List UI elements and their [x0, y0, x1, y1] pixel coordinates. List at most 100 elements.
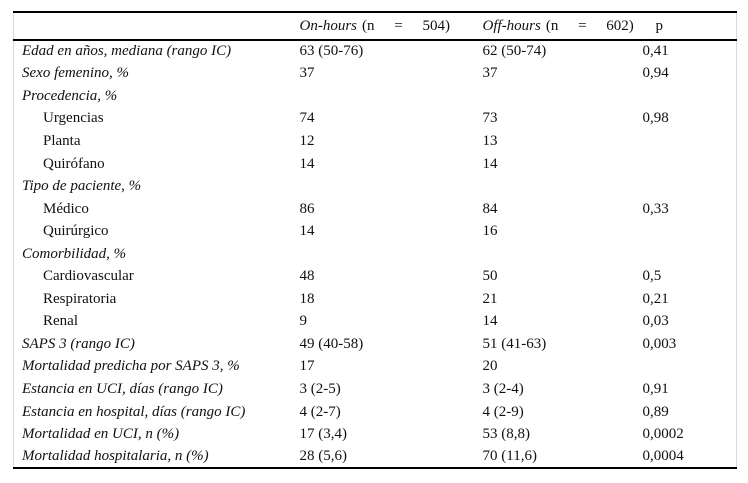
row-label: Quirófano [43, 155, 105, 172]
comparison-table: On-hours (n = 504) Off-hours (n = 602) p E… [13, 11, 737, 470]
on-hours-value: 18 [299, 290, 315, 307]
off-hours-value: 14 [482, 313, 498, 330]
on-hours-value: 17 (3,4) [299, 426, 348, 443]
off-hours-value: 53 (8,8) [482, 426, 531, 443]
p-value [641, 356, 737, 379]
row-label: Urgencias [43, 110, 104, 127]
table-row: Quirófano 14 14 [14, 153, 737, 176]
on-hours-value: 12 [299, 132, 315, 149]
off-hours-value [481, 85, 641, 108]
off-hours-value: 21 [482, 290, 498, 307]
row-label: Respiratoria [43, 290, 117, 307]
row-label: Mortalidad en UCI, n (%) [22, 426, 180, 443]
p-value [641, 243, 737, 266]
header-row: On-hours (n = 504) Off-hours (n = 602) p [13, 12, 737, 41]
on-hours-value: 74 [299, 110, 315, 127]
on-hours-value: 14 [299, 155, 315, 172]
row-label: Edad en años, mediana (rango IC) [22, 43, 232, 60]
table-row: Mortalidad hospitalaria, n (%) 28 (5,6) 70… [14, 446, 737, 469]
table-row: Urgencias 74 73 0,98 [14, 108, 737, 131]
p-value: 0,03 [642, 313, 669, 330]
on-hours-value: 14 [299, 223, 315, 240]
p-value [641, 85, 737, 108]
header-off-hours: Off-hours (n = 602) [480, 12, 641, 41]
table-row: Tipo de paciente, % [14, 175, 737, 198]
off-hours-value: 37 [482, 65, 498, 82]
table-row: Renal 9 14 0,03 [14, 311, 737, 334]
table-row: SAPS 3 (rango IC) 49 (40-58) 51 (41-63) 0,0… [14, 333, 737, 356]
p-value [641, 220, 737, 243]
header-on-hours: On-hours (n = 504) [297, 12, 481, 41]
p-value [641, 153, 737, 176]
p-value: 0,0004 [642, 448, 684, 465]
p-value [641, 175, 737, 198]
on-hours-value [298, 85, 481, 108]
on-hours-value [298, 175, 481, 198]
table-row: Médico 86 84 0,33 [14, 198, 737, 221]
p-value: 0,0002 [642, 426, 684, 443]
table-row: Comorbilidad, % [14, 243, 737, 266]
table-row: Planta 12 13 [14, 130, 737, 153]
off-hours-value [481, 243, 641, 266]
on-hours-value: 49 (40-58) [299, 335, 364, 352]
p-value: 0,98 [642, 110, 669, 127]
on-hours-label: On-hours [299, 17, 358, 34]
row-label: Comorbilidad, % [22, 245, 127, 262]
table-body: Edad en años, mediana (rango IC) 63 (50-7… [14, 40, 737, 468]
off-hours-value: 4 (2-9) [482, 403, 524, 420]
row-label: Tipo de paciente, % [22, 178, 142, 195]
off-hours-value: 3 (2-4) [482, 380, 524, 397]
off-hours-value: 14 [482, 155, 498, 172]
table-row: Edad en años, mediana (rango IC) 63 (50-7… [14, 40, 737, 63]
on-hours-value: 63 (50-76) [299, 43, 364, 60]
p-value: 0,89 [642, 403, 669, 420]
row-label: Mortalidad hospitalaria, n (%) [22, 448, 209, 465]
on-hours-value: 17 [299, 358, 315, 375]
on-hours-value: 48 [299, 268, 315, 285]
row-label: Estancia en UCI, días (rango IC) [22, 380, 223, 397]
p-value: 0,33 [642, 200, 669, 217]
table-row: Mortalidad en UCI, n (%) 17 (3,4) 53 (8,8)… [14, 423, 737, 446]
off-hours-n: (n = 602) [545, 17, 634, 34]
p-value: 0,21 [642, 290, 669, 307]
on-hours-value: 37 [299, 65, 315, 82]
on-hours-value: 86 [299, 200, 315, 217]
row-label: Estancia en hospital, días (rango IC) [22, 403, 246, 420]
off-hours-value: 73 [482, 110, 498, 127]
table-row: Sexo femenino, % 37 37 0,94 [14, 63, 737, 86]
on-hours-value: 4 (2-7) [299, 403, 341, 420]
off-hours-value: 13 [482, 132, 498, 149]
table-row: Cardiovascular 48 50 0,5 [14, 265, 737, 288]
p-value: 0,91 [642, 380, 669, 397]
row-label: Procedencia, % [22, 87, 118, 104]
row-label: Sexo femenino, % [22, 65, 130, 82]
table-row: Estancia en UCI, días (rango IC) 3 (2-5) 3… [14, 378, 737, 401]
off-hours-label: Off-hours [482, 17, 541, 34]
table-row: Procedencia, % [14, 85, 737, 108]
p-value: 0,003 [642, 335, 677, 352]
p-value: 0,94 [642, 65, 669, 82]
p-value [641, 130, 737, 153]
on-hours-value: 9 [299, 313, 308, 330]
on-hours-n: (n = 504) [362, 17, 450, 34]
row-label: SAPS 3 (rango IC) [22, 335, 135, 352]
off-hours-value: 84 [482, 200, 498, 217]
row-label: Cardiovascular [43, 268, 134, 285]
off-hours-value: 62 (50-74) [482, 43, 547, 60]
p-value: 0,41 [642, 43, 669, 60]
off-hours-value: 50 [482, 268, 498, 285]
row-label: Renal [43, 313, 78, 330]
on-hours-value: 3 (2-5) [299, 380, 341, 397]
on-hours-value: 28 (5,6) [299, 448, 348, 465]
table-row: Respiratoria 18 21 0,21 [14, 288, 737, 311]
off-hours-value: 51 (41-63) [482, 335, 547, 352]
off-hours-value [481, 175, 641, 198]
header-p: p [640, 12, 737, 41]
row-label: Quirúrgico [43, 223, 109, 240]
table-row: Estancia en hospital, días (rango IC) 4 (… [14, 401, 737, 424]
header-empty-cell [13, 12, 298, 41]
row-label: Planta [43, 132, 81, 149]
row-label: Médico [43, 200, 89, 217]
on-hours-value [298, 243, 481, 266]
